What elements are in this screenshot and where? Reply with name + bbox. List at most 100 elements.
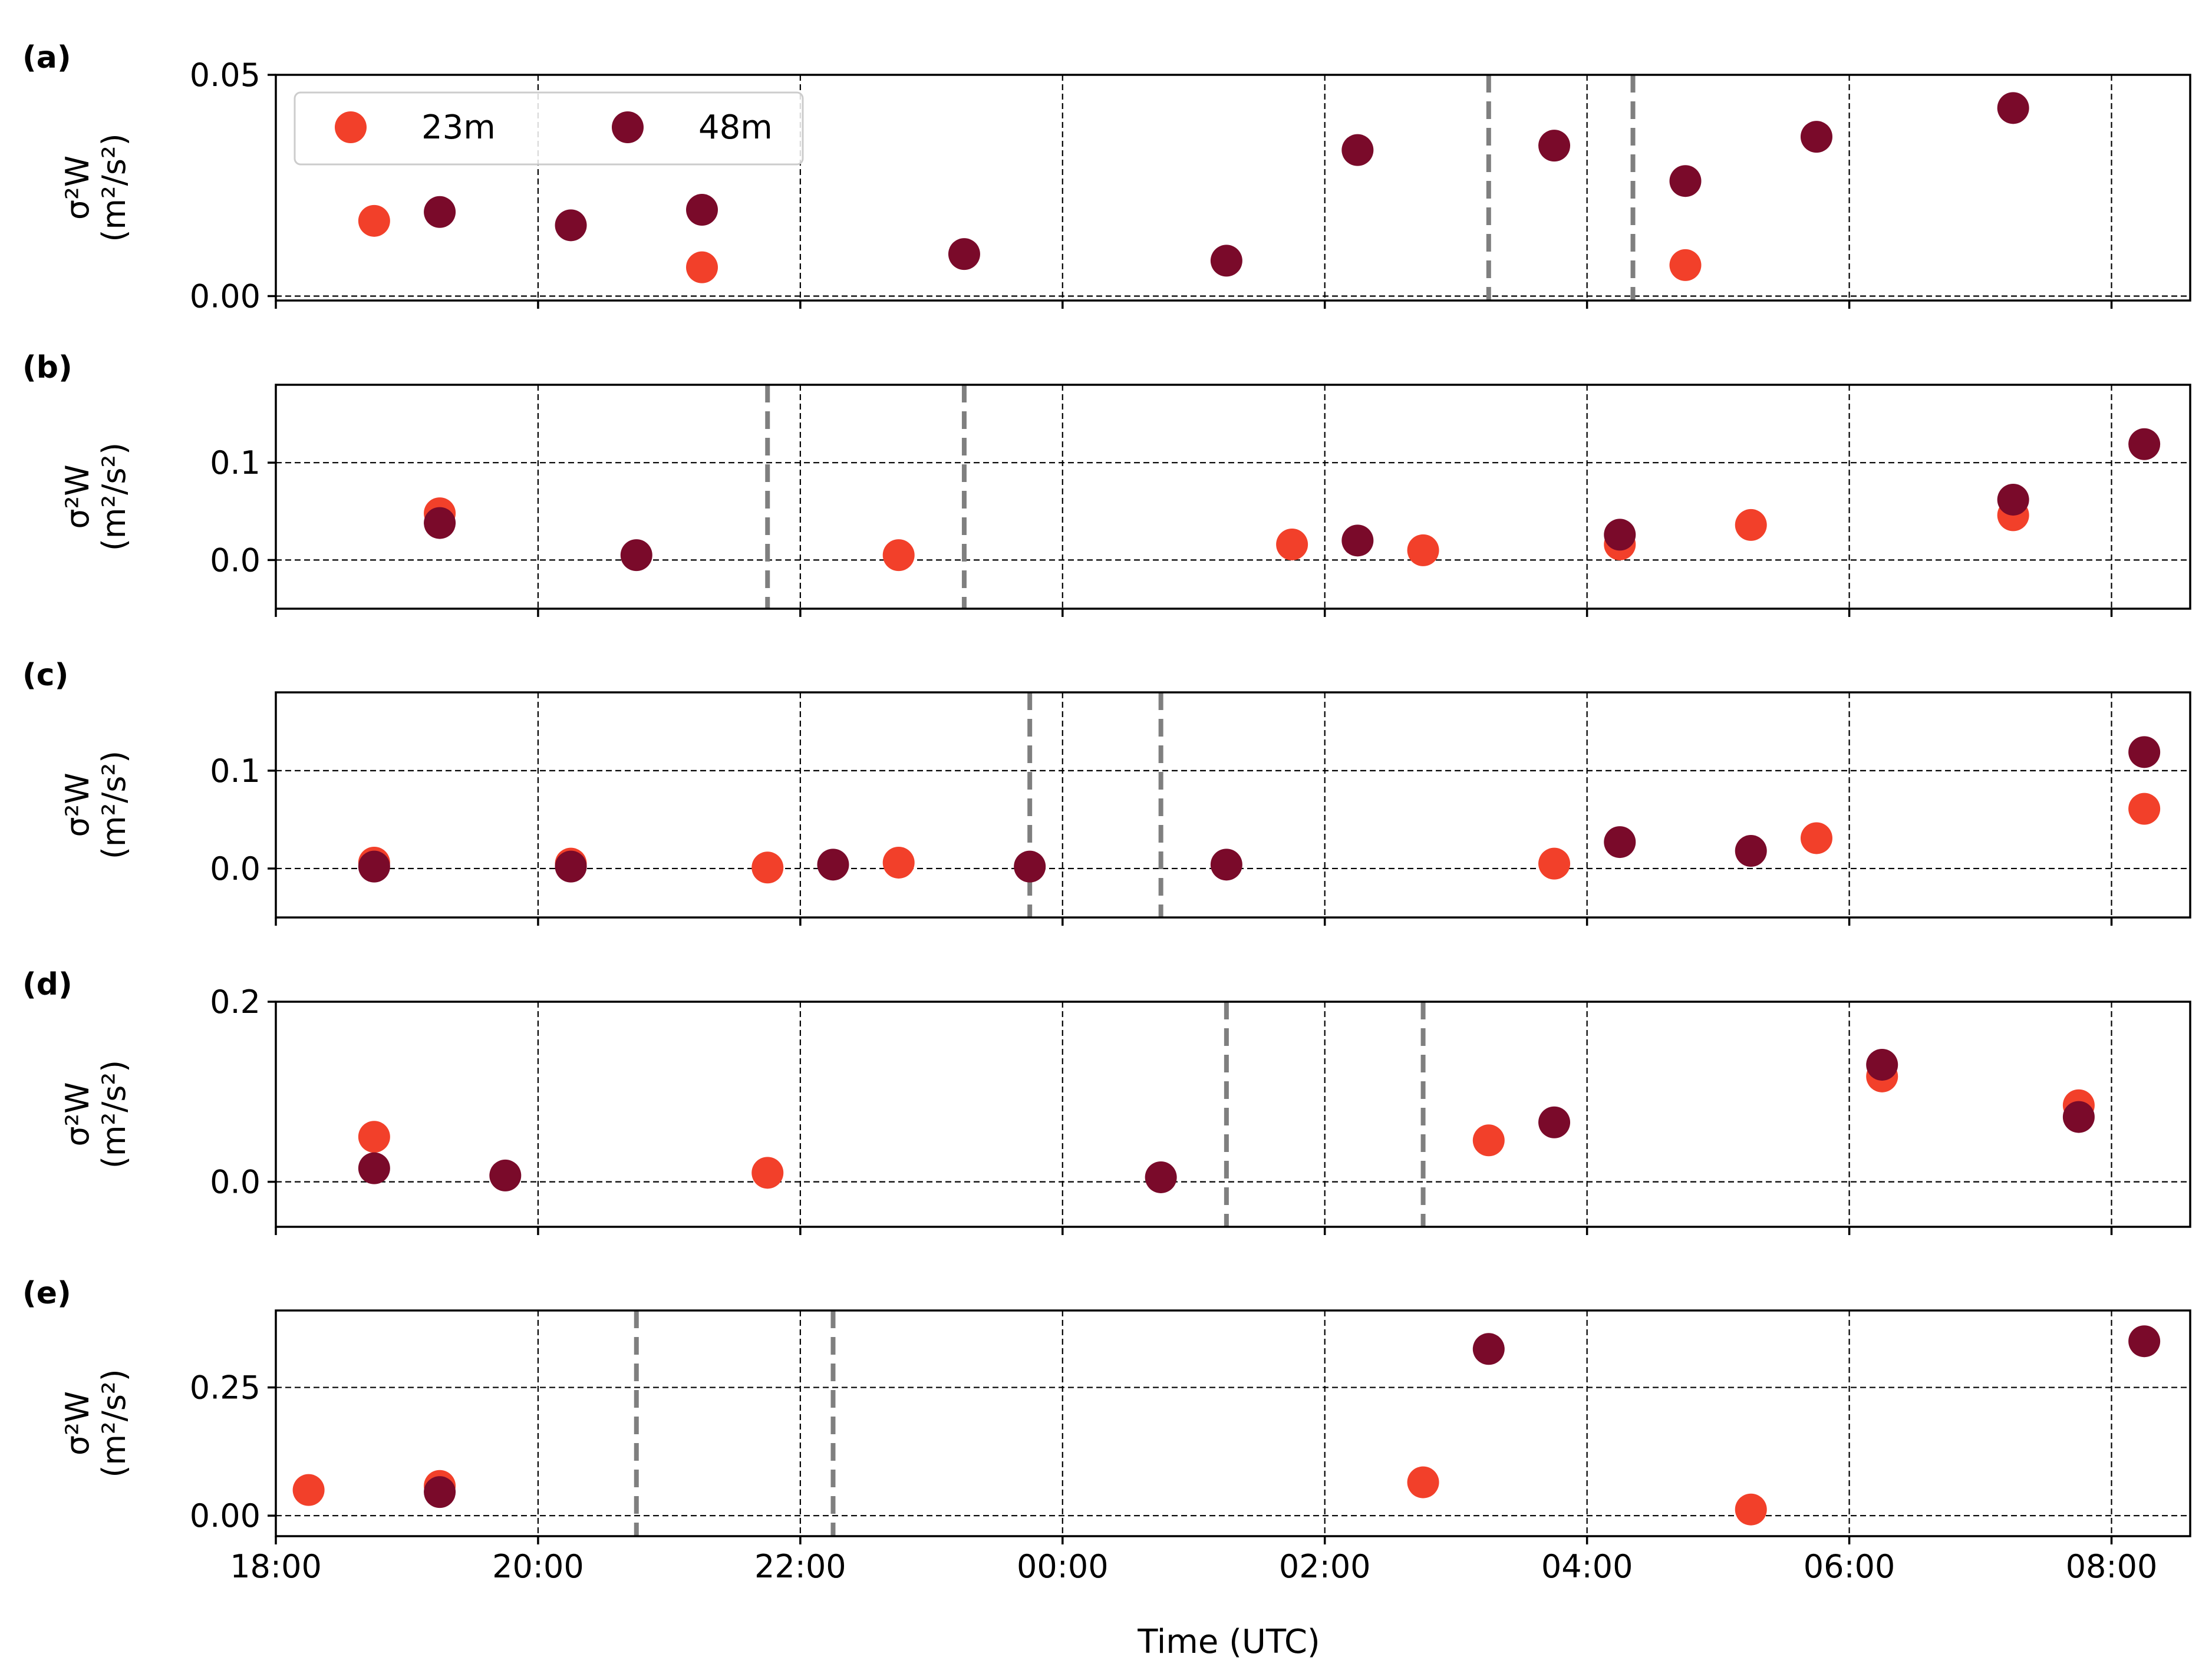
x-tick-label: 22:00 bbox=[754, 1548, 846, 1585]
legend: 23m 48m bbox=[294, 91, 804, 166]
data-point-23m bbox=[292, 1474, 325, 1506]
data-point-23m bbox=[358, 204, 390, 237]
panel-label: (a) bbox=[22, 40, 71, 75]
y-axis-label-line: σ²W bbox=[59, 464, 96, 529]
data-point-48m bbox=[1604, 519, 1636, 551]
panel-label: (c) bbox=[22, 658, 68, 693]
panel-b: 0.0 0.1 (b) σ²W(m²/s²) bbox=[22, 350, 2191, 617]
data-point-48m bbox=[489, 1159, 522, 1191]
data-point-48m bbox=[2128, 1325, 2161, 1358]
axes-frame bbox=[275, 1309, 2191, 1537]
x-tick-label: 18:00 bbox=[230, 1548, 322, 1585]
y-tick-label: 0.05 bbox=[190, 57, 261, 94]
x-tick-label: 04:00 bbox=[1541, 1548, 1633, 1585]
data-point-48m bbox=[2128, 736, 2161, 768]
data-point-48m bbox=[1997, 483, 2029, 516]
data-point-23m bbox=[751, 1157, 784, 1189]
x-axis-label: Time (UTC) bbox=[1137, 1623, 1320, 1661]
axes-frame bbox=[275, 384, 2191, 610]
data-point-48m bbox=[424, 196, 456, 228]
y-tick-label: 0.25 bbox=[190, 1369, 261, 1407]
legend-marker-23m bbox=[335, 111, 367, 143]
legend-label-23m: 23m bbox=[421, 108, 496, 147]
data-point-23m bbox=[1669, 249, 1702, 281]
data-point-48m bbox=[1341, 134, 1374, 166]
data-point-48m bbox=[424, 507, 456, 539]
data-point-23m bbox=[1407, 1466, 1439, 1498]
data-point-48m bbox=[1997, 92, 2029, 124]
data-point-48m bbox=[1210, 849, 1242, 881]
y-axis-label: σ²W(m²/s²) bbox=[59, 1369, 133, 1477]
x-tick-label: 20:00 bbox=[492, 1548, 584, 1585]
data-point-48m bbox=[1145, 1161, 1177, 1193]
x-tick-label: 00:00 bbox=[1017, 1548, 1109, 1585]
legend-marker-48m bbox=[612, 111, 644, 143]
axes-frame bbox=[275, 691, 2191, 919]
data-point-23m bbox=[1735, 1493, 1767, 1526]
data-point-48m bbox=[620, 539, 652, 572]
y-axis-label-line: (m²/s²) bbox=[95, 443, 133, 551]
y-tick-label: 0.0 bbox=[210, 1164, 261, 1201]
y-axis-label-line: σ²W bbox=[59, 1082, 96, 1146]
panel-c: 0.0 0.1 (c) σ²W(m²/s²) bbox=[22, 658, 2191, 926]
y-axis-label: σ²W(m²/s²) bbox=[59, 1060, 133, 1168]
y-axis-label: σ²W(m²/s²) bbox=[59, 443, 133, 551]
panel-d: 0.0 0.2 (d) σ²W(m²/s²) bbox=[22, 967, 2191, 1235]
data-point-48m bbox=[1669, 165, 1702, 197]
data-point-48m bbox=[1538, 1106, 1571, 1138]
x-tick-label: 06:00 bbox=[1804, 1548, 1895, 1585]
y-tick-label: 0.0 bbox=[210, 850, 261, 887]
panel-e: 0.00 0.25 18:00 20:00 22:00 00:00 02:00 04:00 06… bbox=[22, 1276, 2191, 1585]
panel-label: (b) bbox=[22, 350, 72, 385]
x-tick-label: 02:00 bbox=[1279, 1548, 1371, 1585]
legend-box bbox=[294, 91, 804, 166]
data-point-48m bbox=[424, 1476, 456, 1508]
panel-a: 0.00 0.05 (a) σ²W(m²/s²) bbox=[22, 40, 2191, 315]
y-axis-label-line: σ²W bbox=[59, 773, 96, 837]
data-point-48m bbox=[1866, 1048, 1898, 1081]
data-point-48m bbox=[1472, 1333, 1505, 1365]
axes-frame bbox=[275, 1001, 2191, 1228]
data-point-48m bbox=[817, 849, 849, 881]
y-axis-label-line: (m²/s²) bbox=[95, 751, 133, 859]
data-point-48m bbox=[555, 209, 587, 242]
data-point-23m bbox=[882, 539, 915, 572]
data-point-48m bbox=[555, 850, 587, 883]
axes-frame bbox=[275, 74, 2191, 302]
data-point-48m bbox=[1210, 245, 1242, 277]
y-axis-label: σ²W(m²/s²) bbox=[59, 751, 133, 859]
data-point-48m bbox=[358, 1152, 390, 1184]
data-point-23m bbox=[751, 851, 784, 884]
data-point-48m bbox=[1538, 130, 1571, 162]
y-axis-label-line: (m²/s²) bbox=[95, 1060, 133, 1168]
data-point-23m bbox=[882, 846, 915, 879]
y-tick-label: 0.1 bbox=[210, 444, 261, 481]
y-axis-label-line: σ²W bbox=[59, 156, 96, 220]
data-point-48m bbox=[2062, 1101, 2095, 1133]
x-tick-label: 08:00 bbox=[2066, 1548, 2158, 1585]
data-point-23m bbox=[1407, 534, 1439, 566]
y-axis-label-line: (m²/s²) bbox=[95, 1369, 133, 1477]
y-tick-label: 0.0 bbox=[210, 542, 261, 579]
data-point-23m bbox=[1276, 528, 1308, 560]
data-point-23m bbox=[358, 1121, 390, 1153]
data-point-48m bbox=[1604, 826, 1636, 859]
panel-label: (e) bbox=[22, 1276, 71, 1311]
y-tick-label: 0.00 bbox=[190, 278, 261, 315]
data-point-48m bbox=[358, 850, 390, 883]
legend-label-48m: 48m bbox=[698, 108, 773, 147]
y-axis-label-line: σ²W bbox=[59, 1391, 96, 1455]
data-point-48m bbox=[2128, 428, 2161, 460]
y-axis-label-line: (m²/s²) bbox=[95, 133, 133, 242]
data-point-23m bbox=[686, 251, 718, 283]
data-point-23m bbox=[1472, 1124, 1505, 1157]
data-point-48m bbox=[1014, 850, 1046, 883]
data-point-48m bbox=[1800, 121, 1832, 153]
data-point-48m bbox=[1735, 835, 1767, 867]
y-tick-label: 0.1 bbox=[210, 752, 261, 790]
panels-layer: 0.000.05(a)σ²W(m²/s²)0.00.1(b)σ²W(m²/s²)… bbox=[22, 40, 2191, 1585]
data-point-48m bbox=[948, 238, 980, 270]
y-axis-label: σ²W(m²/s²) bbox=[59, 133, 133, 242]
data-point-48m bbox=[1341, 524, 1374, 557]
